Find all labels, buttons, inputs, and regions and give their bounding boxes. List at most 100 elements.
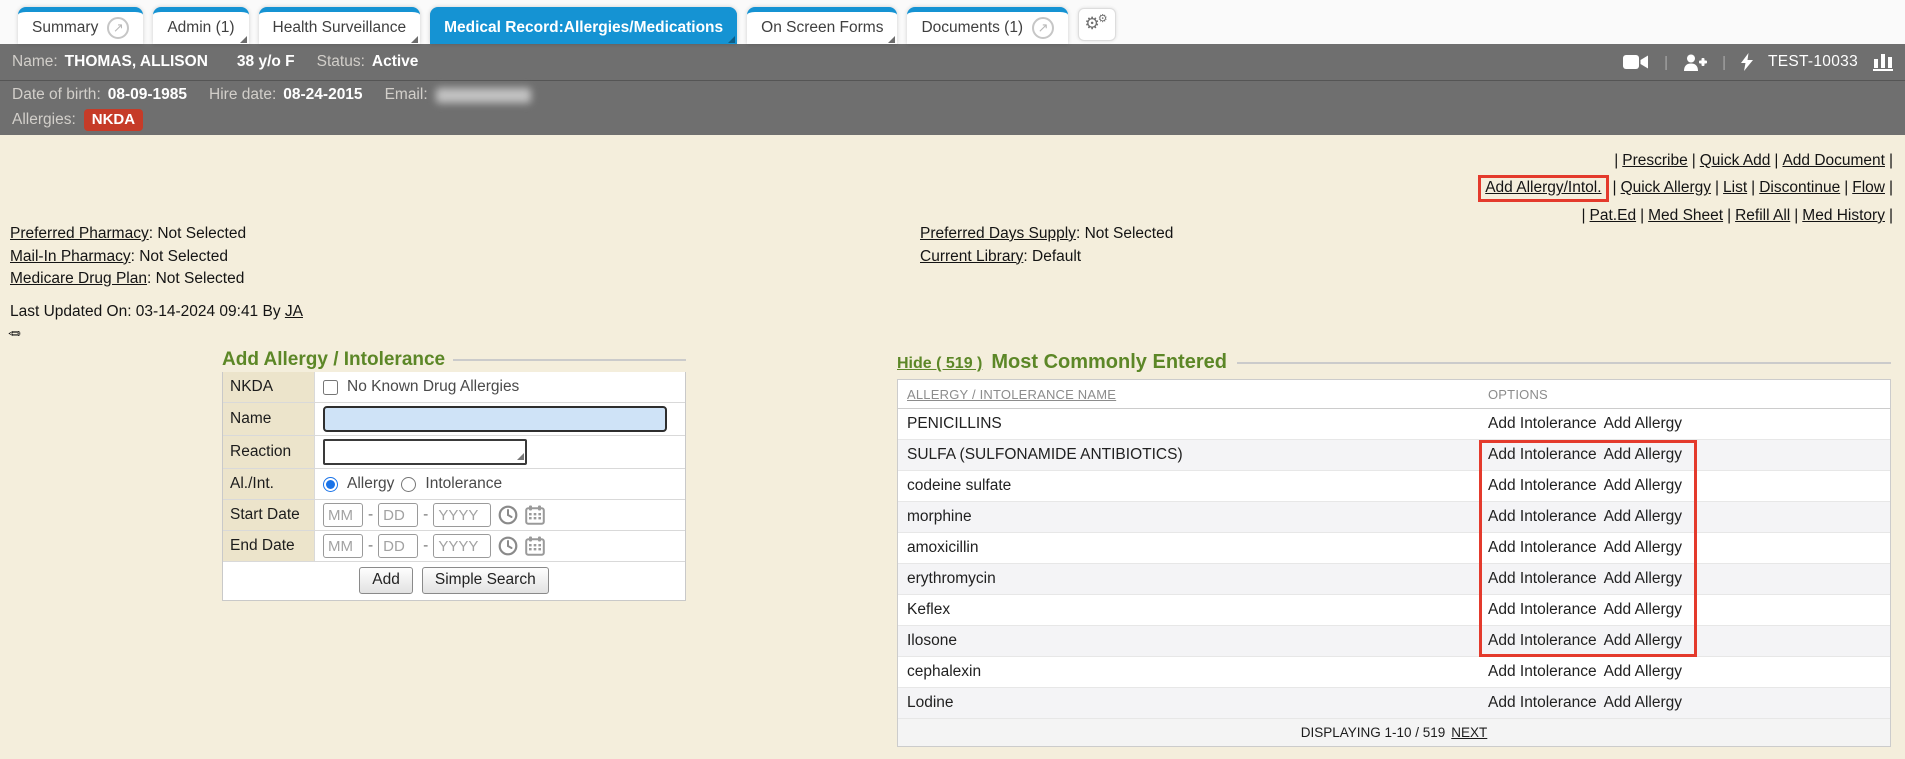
table-row: erythromycin Add Intolerance Add Allergy bbox=[898, 564, 1890, 595]
quick-allergy-link[interactable]: Quick Allergy bbox=[1620, 179, 1712, 196]
tab-settings-button[interactable] bbox=[1078, 8, 1117, 41]
end-day-input[interactable] bbox=[378, 534, 419, 558]
start-year-input[interactable] bbox=[433, 503, 492, 527]
external-link-icon[interactable] bbox=[107, 17, 130, 39]
reaction-input[interactable] bbox=[323, 439, 527, 465]
divider bbox=[453, 358, 686, 361]
allergy-radio[interactable] bbox=[323, 476, 338, 492]
allergy-name: Ilosone bbox=[907, 632, 957, 649]
add-allergy-intol-link[interactable]: Add Allergy/Intol. bbox=[1485, 179, 1602, 196]
current-library-link[interactable]: Current Library bbox=[920, 247, 1024, 265]
table-row: amoxicillin Add Intolerance Add Allergy bbox=[898, 533, 1890, 564]
medicare-drug-plan-link[interactable]: Medicare Drug Plan bbox=[10, 270, 147, 287]
end-date-row: End Date bbox=[223, 531, 685, 562]
tab-health-surveillance[interactable]: Health Surveillance bbox=[258, 7, 421, 44]
refill-all-link[interactable]: Refill All bbox=[1735, 207, 1791, 224]
allergy-name: Lodine bbox=[907, 694, 954, 711]
add-allergy-link[interactable]: Add Allergy bbox=[1603, 415, 1682, 432]
add-button[interactable]: Add bbox=[359, 567, 413, 594]
lightning-icon[interactable] bbox=[1740, 53, 1753, 71]
name-label: Name bbox=[12, 53, 58, 71]
prescribe-link[interactable]: Prescribe bbox=[1622, 152, 1688, 169]
add-intolerance-link[interactable]: Add Intolerance bbox=[1488, 508, 1597, 525]
intolerance-radio[interactable] bbox=[401, 476, 417, 492]
tab-label: Summary bbox=[32, 19, 99, 36]
med-sheet-link[interactable]: Med Sheet bbox=[1648, 207, 1724, 224]
allergy-name-column-header[interactable]: ALLERGY / INTOLERANCE NAME bbox=[907, 386, 1117, 402]
nkda-badge[interactable]: NKDA bbox=[83, 109, 144, 131]
hire-date-label: Hire date bbox=[209, 86, 276, 104]
add-document-link[interactable]: Add Document bbox=[1782, 152, 1885, 169]
add-intolerance-link[interactable]: Add Intolerance bbox=[1488, 539, 1597, 556]
add-allergy-link[interactable]: Add Allergy bbox=[1603, 539, 1682, 556]
allergy-name: erythromycin bbox=[907, 570, 996, 587]
discontinue-link[interactable]: Discontinue bbox=[1759, 179, 1841, 196]
add-allergy-link[interactable]: Add Allergy bbox=[1603, 601, 1682, 618]
tab-summary[interactable]: Summary bbox=[18, 7, 144, 44]
clock-icon[interactable] bbox=[498, 536, 518, 556]
preferred-days-supply-link[interactable]: Preferred Days Supply bbox=[920, 225, 1076, 242]
add-allergy-link[interactable]: Add Allergy bbox=[1603, 663, 1682, 680]
action-links-line-3: Pat.Ed Med Sheet Refill All Med History bbox=[1478, 202, 1897, 229]
start-day-input[interactable] bbox=[378, 503, 419, 527]
reaction-field-label: Reaction bbox=[223, 436, 315, 468]
add-allergy-link[interactable]: Add Allergy bbox=[1603, 632, 1682, 649]
simple-search-button[interactable]: Simple Search bbox=[421, 567, 549, 594]
preferred-days-supply-row: Preferred Days SupplyNot Selected bbox=[920, 223, 1173, 246]
dob-value: 08-09-1985 bbox=[107, 86, 188, 103]
next-page-link[interactable]: NEXT bbox=[1451, 725, 1488, 740]
patient-bar-row-1: Name THOMAS, ALLISON 38 y/o F Status Act… bbox=[0, 44, 1905, 81]
add-intolerance-link[interactable]: Add Intolerance bbox=[1488, 415, 1597, 432]
edit-pencil-icon[interactable] bbox=[8, 325, 21, 343]
tab-documents[interactable]: Documents (1) bbox=[907, 7, 1069, 44]
add-allergy-link[interactable]: Add Allergy bbox=[1603, 477, 1682, 494]
add-intolerance-link[interactable]: Add Intolerance bbox=[1488, 570, 1597, 587]
add-intolerance-link[interactable]: Add Intolerance bbox=[1488, 601, 1597, 618]
hide-link[interactable]: Hide ( 519 ) bbox=[897, 355, 983, 372]
tab-on-screen-forms[interactable]: On Screen Forms bbox=[747, 7, 898, 44]
mail-in-pharmacy-link[interactable]: Mail-In Pharmacy bbox=[10, 247, 131, 265]
quick-add-link[interactable]: Quick Add bbox=[1699, 152, 1771, 169]
calendar-icon[interactable] bbox=[525, 505, 546, 525]
add-allergy-link[interactable]: Add Allergy bbox=[1603, 446, 1682, 463]
preferred-pharmacy-link[interactable]: Preferred Pharmacy bbox=[10, 225, 149, 242]
tab-admin[interactable]: Admin (1) bbox=[153, 7, 249, 44]
allergy-table: ALLERGY / INTOLERANCE NAME OPTIONS PENIC… bbox=[897, 379, 1891, 747]
nkda-checkbox[interactable] bbox=[323, 379, 338, 395]
table-row: cephalexin Add Intolerance Add Allergy bbox=[898, 657, 1890, 688]
al-int-label: Al./Int. bbox=[223, 469, 315, 499]
add-intolerance-link[interactable]: Add Intolerance bbox=[1488, 446, 1597, 463]
allergy-name-input[interactable] bbox=[323, 406, 667, 432]
table-row: morphine Add Intolerance Add Allergy bbox=[898, 502, 1890, 533]
add-intolerance-link[interactable]: Add Intolerance bbox=[1488, 694, 1597, 711]
mail-in-pharmacy-value: Not Selected bbox=[131, 248, 228, 265]
paging-text: DISPLAYING 1-10 / 519 bbox=[1300, 725, 1446, 740]
start-date-row: Start Date bbox=[223, 500, 685, 531]
add-intolerance-link[interactable]: Add Intolerance bbox=[1488, 663, 1597, 680]
patient-bar-icons: TEST-10033 bbox=[1623, 53, 1893, 71]
add-allergy-link[interactable]: Add Allergy bbox=[1603, 570, 1682, 587]
video-camera-icon[interactable] bbox=[1623, 54, 1649, 70]
clock-icon[interactable] bbox=[498, 505, 518, 525]
tab-label: Admin (1) bbox=[167, 19, 235, 36]
external-link-icon[interactable] bbox=[1032, 17, 1055, 39]
add-person-icon[interactable] bbox=[1683, 54, 1708, 71]
form-header: Add Allergy / Intolerance bbox=[222, 347, 686, 372]
tab-medical-record-allergies-medications[interactable]: Medical Record:Allergies/Medications bbox=[430, 7, 738, 44]
end-month-input[interactable] bbox=[323, 534, 363, 558]
med-history-link[interactable]: Med History bbox=[1802, 207, 1885, 224]
start-month-input[interactable] bbox=[323, 503, 363, 527]
list-link[interactable]: List bbox=[1723, 179, 1748, 196]
add-intolerance-link[interactable]: Add Intolerance bbox=[1488, 477, 1597, 494]
add-allergy-link[interactable]: Add Allergy bbox=[1603, 508, 1682, 525]
calendar-icon[interactable] bbox=[525, 536, 546, 556]
most-commonly-entered-panel: Hide ( 519 ) Most Commonly Entered ALLER… bbox=[897, 351, 1891, 747]
end-year-input[interactable] bbox=[433, 534, 492, 558]
add-allergy-link[interactable]: Add Allergy bbox=[1603, 694, 1682, 711]
pat-ed-link[interactable]: Pat.Ed bbox=[1589, 207, 1637, 224]
last-updated: Last Updated On: 03-14-2024 09:41 By JA bbox=[10, 303, 303, 321]
bar-chart-icon[interactable] bbox=[1873, 53, 1893, 71]
flow-link[interactable]: Flow bbox=[1852, 179, 1885, 196]
last-updated-by-link[interactable]: JA bbox=[284, 303, 303, 320]
add-intolerance-link[interactable]: Add Intolerance bbox=[1488, 632, 1597, 649]
